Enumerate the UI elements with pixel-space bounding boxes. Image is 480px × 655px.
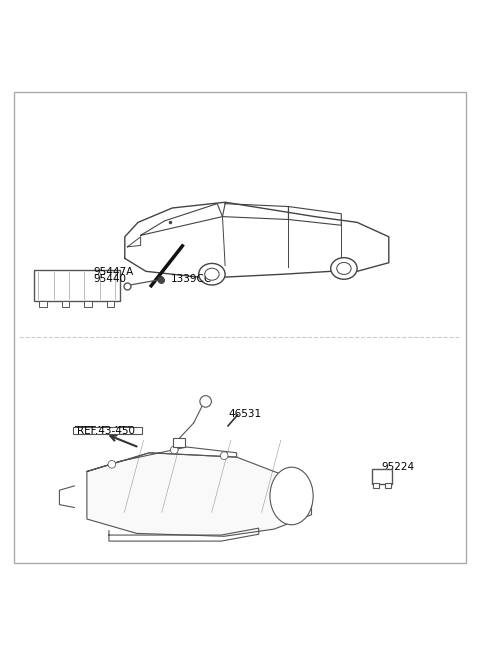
Circle shape [108, 460, 116, 468]
Ellipse shape [331, 257, 357, 279]
Bar [62, 301, 70, 307]
Text: REF.43-450: REF.43-450 [77, 426, 135, 436]
Bar [73, 427, 142, 434]
Text: REF.43-450: REF.43-450 [74, 426, 132, 436]
Text: 95224: 95224 [382, 462, 415, 472]
Ellipse shape [205, 268, 219, 280]
Bar [385, 483, 391, 488]
Bar [39, 301, 47, 307]
Bar [84, 301, 92, 307]
Bar [107, 301, 114, 307]
Circle shape [200, 396, 211, 407]
Ellipse shape [199, 263, 225, 285]
Ellipse shape [270, 467, 313, 525]
Text: 95447A: 95447A [94, 267, 134, 277]
Circle shape [158, 276, 164, 282]
Bar [373, 483, 379, 488]
Text: 95440: 95440 [94, 274, 127, 284]
FancyBboxPatch shape [34, 270, 120, 301]
Text: 1339CC: 1339CC [170, 274, 212, 284]
Ellipse shape [337, 263, 351, 274]
Bar [173, 438, 185, 447]
Circle shape [220, 452, 228, 460]
Circle shape [170, 446, 178, 454]
Text: 46531: 46531 [228, 409, 261, 419]
Bar [372, 469, 392, 483]
